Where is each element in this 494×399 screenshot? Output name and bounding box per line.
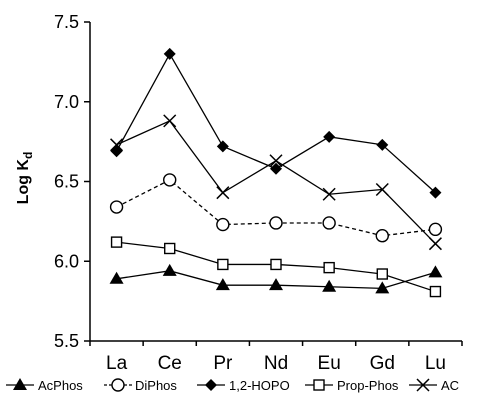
legend-item: Prop-Phos [305,378,399,393]
data-point [428,265,443,278]
x-tick-label: Nd [264,353,288,374]
y-tick-label: 6.0 [54,251,79,271]
data-point [269,278,283,291]
legend-label: 1,2-HOPO [229,378,290,393]
data-point [375,229,389,243]
data-point [269,216,283,230]
data-point [323,261,335,274]
data-point [162,263,177,276]
legend-label: AC [441,378,459,393]
data-point [216,140,229,153]
data-point [270,162,282,175]
data-point [376,138,389,151]
legend-marker [205,379,217,391]
data-point [376,268,388,280]
data-point [109,200,124,214]
legend-item: 1,2-HOPO [197,378,290,393]
legend-marker [313,379,325,391]
series-group [109,47,443,298]
legend-item: AcPhos [6,378,83,393]
x-tick-label: Ce [158,353,182,374]
data-point [216,186,230,200]
x-axis-ticks: La Ce Pr Nd Eu Gd Lu [89,341,463,374]
series-acphos [109,263,443,294]
data-point [164,242,176,255]
data-point [375,182,389,197]
data-point [322,279,337,292]
data-point [109,271,124,284]
data-point [428,222,443,237]
data-point [322,216,336,230]
x-tick-label: Lu [425,353,446,374]
data-point [323,130,336,143]
y-axis-title: Log Kd [15,152,35,205]
data-point [269,154,283,168]
series-diphos [109,173,443,243]
x-tick-label: Gd [370,353,395,374]
legend-marker [13,378,27,390]
data-point [322,187,336,201]
data-point [110,236,123,248]
y-tick-label: 5.5 [54,331,79,351]
y-tick-label: 7.5 [54,12,79,32]
data-point [270,258,282,271]
data-point [163,173,177,187]
legend-label: DiPhos [135,378,177,393]
x-tick-label: Eu [318,353,341,374]
x-tick-label: Pr [213,353,233,374]
data-point [216,217,230,232]
legend-label: AcPhos [38,378,83,393]
series-prop-phos [110,236,442,298]
data-point [429,285,442,298]
data-point [428,237,442,251]
data-point [110,145,123,158]
x-tick-label: La [106,353,128,374]
axes [89,22,462,342]
y-tick-label: 7.0 [54,92,79,112]
data-point [110,138,124,152]
legend-item: AC [409,378,459,393]
series-ac [110,114,442,251]
data-point [215,278,230,291]
y-axis-title-subscript: d [21,152,35,159]
data-point [429,186,442,199]
legend-marker [416,378,430,392]
data-point [217,258,229,271]
data-point [163,114,177,128]
legend: AcPhos DiPhos 1,2-HOPO Prop-Phos AC [6,378,459,393]
data-point [163,47,176,60]
data-point [375,281,390,294]
legend-label: Prop-Phos [337,378,399,393]
legend-marker [111,378,125,392]
series-1-2-hopo [110,47,442,199]
y-tick-label: 6.5 [54,172,79,192]
y-axis-ticks: 5.5 6.0 6.5 7.0 7.5 [54,12,90,351]
y-axis-title-main: Log K [15,159,32,205]
legend-item: DiPhos [104,378,177,393]
